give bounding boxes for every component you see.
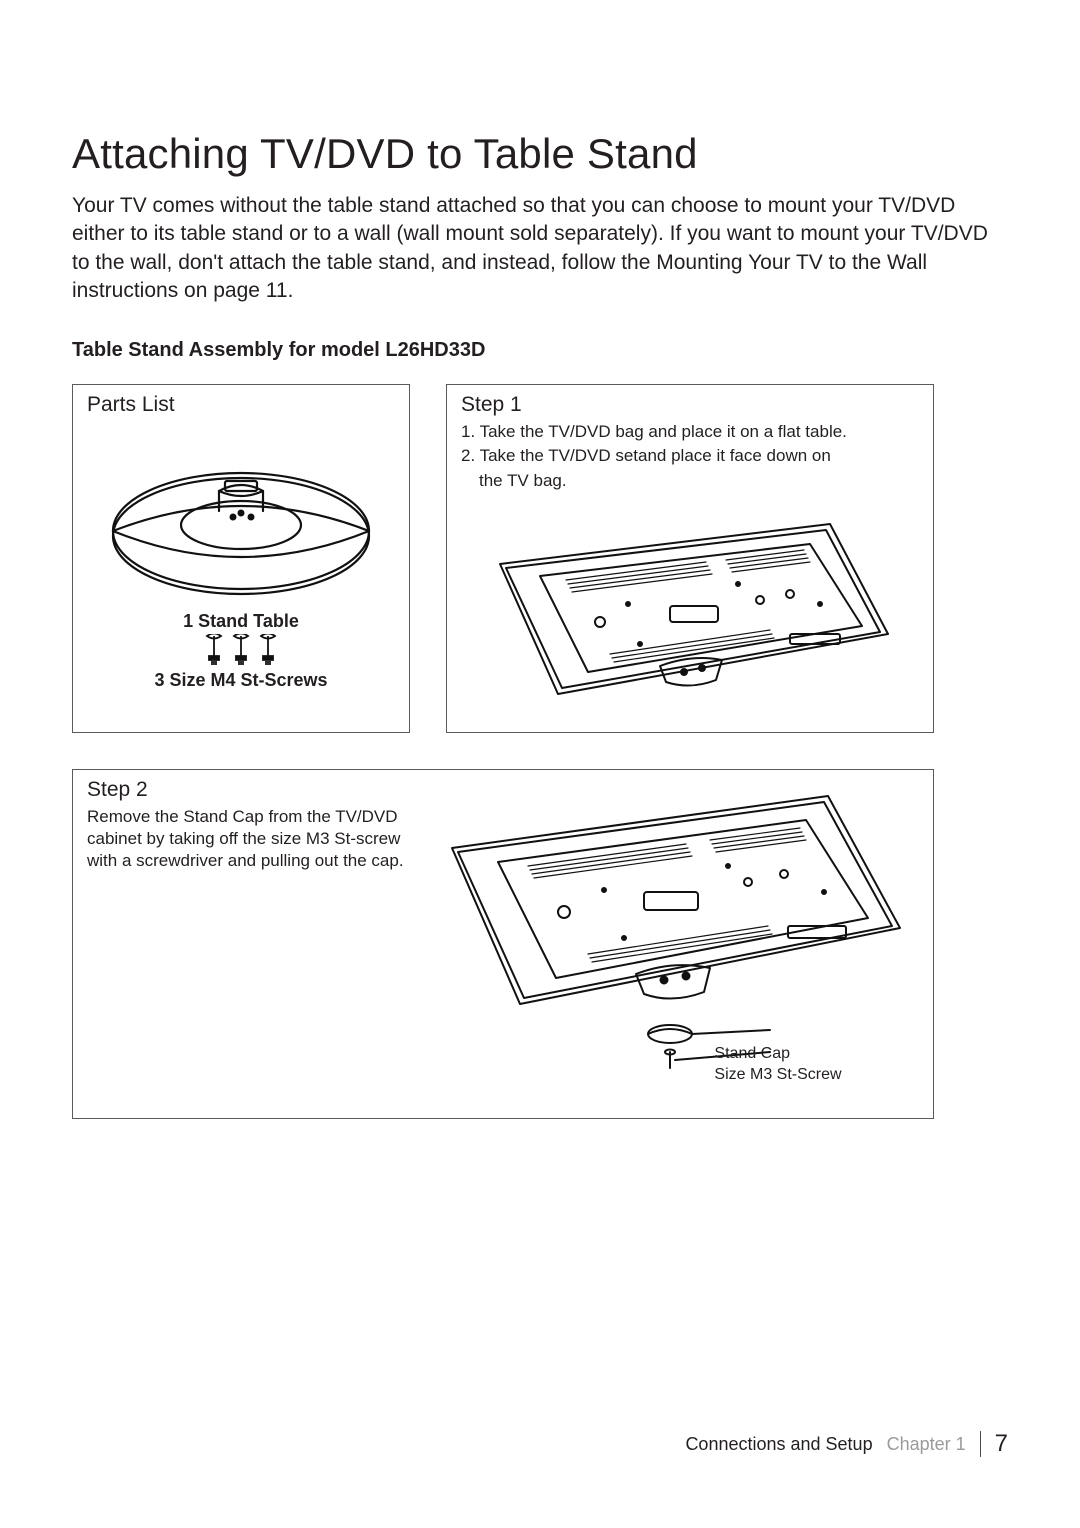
step1-body: 1. Take the TV/DVD bag and place it on a… xyxy=(461,421,919,491)
footer-page-number: 7 xyxy=(995,1430,1008,1458)
step1-line1: 1. Take the TV/DVD bag and place it on a… xyxy=(461,421,919,443)
callout-screw: Size M3 St-Screw xyxy=(714,1064,841,1086)
page-footer: Connections and Setup Chapter 1 7 xyxy=(685,1430,1008,1458)
parts-list-title: Parts List xyxy=(87,393,395,417)
parts-list-box: Parts List xyxy=(72,384,410,732)
step1-box: Step 1 1. Take the TV/DVD bag and place … xyxy=(446,384,934,732)
page-title: Attaching TV/DVD to Table Stand xyxy=(72,130,1008,178)
screws-figure xyxy=(87,634,395,668)
intro-paragraph: Your TV comes without the table stand at… xyxy=(72,192,1008,305)
footer-section: Connections and Setup xyxy=(685,1434,872,1455)
step1-line2: 2. Take the TV/DVD setand place it face … xyxy=(461,445,919,467)
stand-base-figure xyxy=(87,433,395,601)
footer-separator xyxy=(980,1431,981,1457)
footer-chapter: Chapter 1 xyxy=(887,1434,966,1455)
step1-title: Step 1 xyxy=(461,393,919,417)
step1-line2b: the TV bag. xyxy=(461,470,919,492)
step2-box: Step 2 Remove the Stand Cap from the TV/… xyxy=(72,769,934,1119)
step2-title: Step 2 xyxy=(87,778,417,802)
tv-back-with-cap-figure xyxy=(428,778,918,1083)
tv-back-figure xyxy=(461,504,919,714)
assembly-subhead: Table Stand Assembly for model L26HD33D xyxy=(72,339,1008,362)
stand-table-label: 1 Stand Table xyxy=(87,611,395,632)
callout-stand-cap: Stand Cap xyxy=(714,1043,841,1065)
step2-body: Remove the Stand Cap from the TV/DVD cab… xyxy=(87,806,417,872)
screws-label: 3 Size M4 St-Screws xyxy=(87,670,395,691)
